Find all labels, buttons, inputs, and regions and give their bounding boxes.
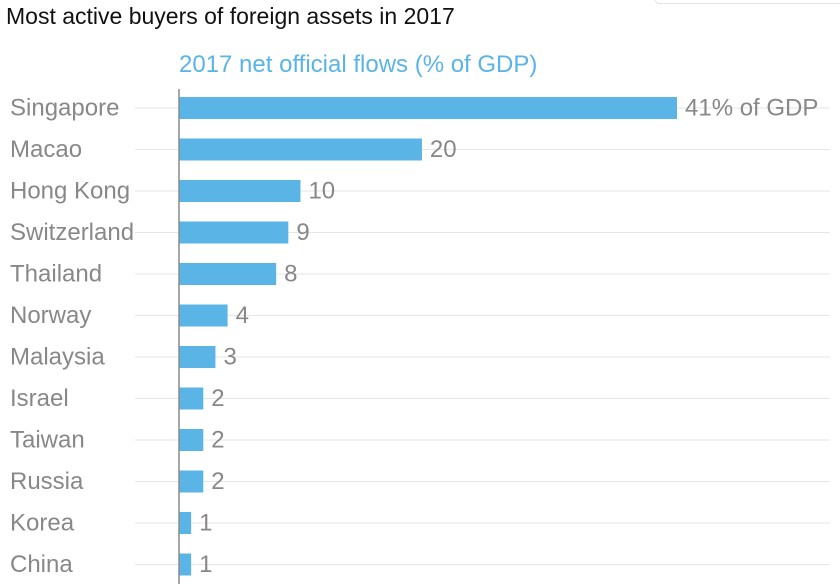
bar-israel	[179, 387, 204, 410]
value-label-switzerland: 9	[296, 219, 309, 246]
chart-subtitle: 2017 net official flows (% of GDP)	[179, 51, 538, 78]
bar-macao	[179, 138, 422, 161]
value-label-korea: 1	[199, 510, 212, 537]
bar-korea	[179, 512, 192, 534]
bar-malaysia	[179, 346, 216, 368]
bar-norway	[179, 304, 228, 327]
category-label-switzerland: Switzerland	[10, 219, 134, 246]
bar-taiwan	[179, 429, 204, 451]
value-label-malaysia: 3	[223, 344, 236, 371]
category-label-norway: Norway	[10, 302, 91, 329]
value-label-macao: 20	[430, 136, 457, 163]
bar-singapore	[179, 97, 677, 119]
value-label-hong-kong: 10	[308, 178, 335, 205]
bar-hong-kong	[179, 180, 301, 202]
top-edge-decoration	[655, 0, 840, 4]
category-label-china: China	[10, 551, 73, 578]
value-label-singapore: 41% of GDP	[685, 95, 818, 122]
bar-thailand	[179, 263, 277, 285]
value-label-thailand: 8	[284, 261, 297, 288]
value-label-norway: 4	[236, 302, 249, 329]
category-label-taiwan: Taiwan	[10, 427, 85, 454]
value-label-taiwan: 2	[211, 427, 224, 454]
category-label-singapore: Singapore	[10, 95, 119, 122]
category-label-thailand: Thailand	[10, 261, 102, 288]
category-label-malaysia: Malaysia	[10, 344, 105, 371]
bar-china	[179, 553, 192, 576]
bar-switzerland	[179, 221, 289, 244]
value-label-china: 1	[199, 551, 212, 578]
bar-russia	[179, 470, 204, 493]
category-label-russia: Russia	[10, 468, 84, 495]
category-label-israel: Israel	[10, 385, 69, 412]
category-label-hong-kong: Hong Kong	[10, 178, 130, 205]
value-label-israel: 2	[211, 385, 224, 412]
value-label-russia: 2	[211, 468, 224, 495]
category-label-korea: Korea	[10, 510, 75, 537]
chart-title: Most active buyers of foreign assets in …	[6, 3, 455, 29]
category-label-macao: Macao	[10, 136, 82, 163]
